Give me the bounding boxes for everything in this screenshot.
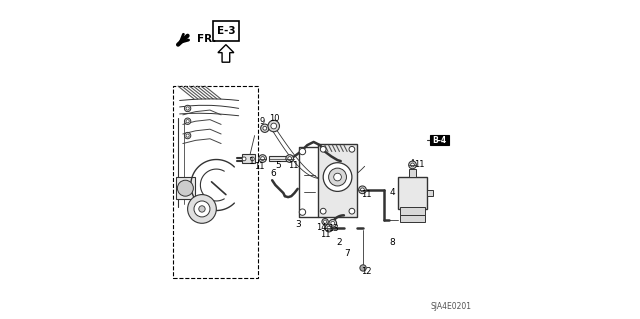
Circle shape [323, 220, 326, 223]
Circle shape [286, 155, 294, 162]
Bar [430, 135, 449, 145]
Circle shape [260, 124, 269, 132]
Circle shape [320, 208, 326, 214]
Text: 9: 9 [260, 117, 265, 126]
Text: 14: 14 [316, 223, 327, 232]
Text: 1: 1 [249, 157, 255, 166]
Circle shape [268, 120, 280, 132]
Bar [409, 169, 417, 177]
Circle shape [288, 157, 292, 160]
Text: 3: 3 [295, 220, 301, 229]
Circle shape [199, 206, 205, 212]
Circle shape [194, 201, 210, 217]
Bar [213, 21, 239, 41]
Text: SJA4E0201: SJA4E0201 [430, 302, 471, 311]
Circle shape [300, 209, 306, 215]
Text: 6: 6 [271, 169, 276, 178]
Circle shape [360, 188, 364, 192]
Text: 7: 7 [344, 249, 350, 258]
Bar [269, 156, 287, 161]
Circle shape [320, 146, 326, 152]
Circle shape [331, 221, 335, 225]
Circle shape [186, 134, 189, 137]
Text: B-4: B-4 [433, 136, 447, 145]
Bar [176, 177, 195, 199]
Circle shape [333, 173, 341, 181]
Text: 10: 10 [269, 114, 280, 123]
Bar [173, 86, 258, 278]
Circle shape [325, 224, 333, 232]
Circle shape [327, 226, 331, 230]
Bar [319, 144, 356, 217]
Circle shape [409, 161, 417, 169]
Circle shape [411, 163, 415, 167]
Circle shape [349, 146, 355, 152]
Circle shape [322, 219, 328, 225]
Circle shape [184, 105, 191, 112]
Text: 11: 11 [414, 160, 425, 169]
Text: 11: 11 [362, 190, 372, 199]
Text: 11: 11 [254, 162, 265, 171]
Circle shape [184, 118, 191, 124]
Circle shape [358, 186, 366, 194]
Bar [242, 154, 255, 163]
Circle shape [349, 208, 355, 214]
Text: E-3: E-3 [216, 26, 236, 36]
Circle shape [259, 155, 266, 162]
Circle shape [186, 107, 189, 110]
Bar [400, 207, 425, 215]
Text: 2: 2 [337, 238, 342, 247]
Text: 5: 5 [276, 161, 282, 170]
Circle shape [186, 120, 189, 123]
Text: 8: 8 [390, 238, 396, 247]
Circle shape [328, 168, 346, 186]
Text: 13: 13 [328, 224, 339, 233]
Text: 11: 11 [287, 161, 298, 170]
Text: 11: 11 [321, 230, 331, 239]
Circle shape [271, 123, 276, 129]
Circle shape [300, 148, 306, 155]
Circle shape [188, 195, 216, 223]
Text: 4: 4 [390, 189, 396, 197]
Bar [400, 215, 425, 222]
Circle shape [260, 157, 264, 160]
Circle shape [360, 265, 366, 271]
Circle shape [184, 132, 191, 139]
Circle shape [250, 157, 254, 161]
Circle shape [263, 126, 267, 130]
Circle shape [329, 219, 337, 227]
Polygon shape [218, 45, 234, 62]
Circle shape [177, 180, 193, 196]
Bar [427, 190, 433, 196]
Text: FR.: FR. [197, 34, 216, 44]
Text: 12: 12 [361, 267, 371, 276]
Circle shape [323, 163, 352, 191]
Bar [398, 177, 427, 209]
Circle shape [242, 157, 246, 161]
